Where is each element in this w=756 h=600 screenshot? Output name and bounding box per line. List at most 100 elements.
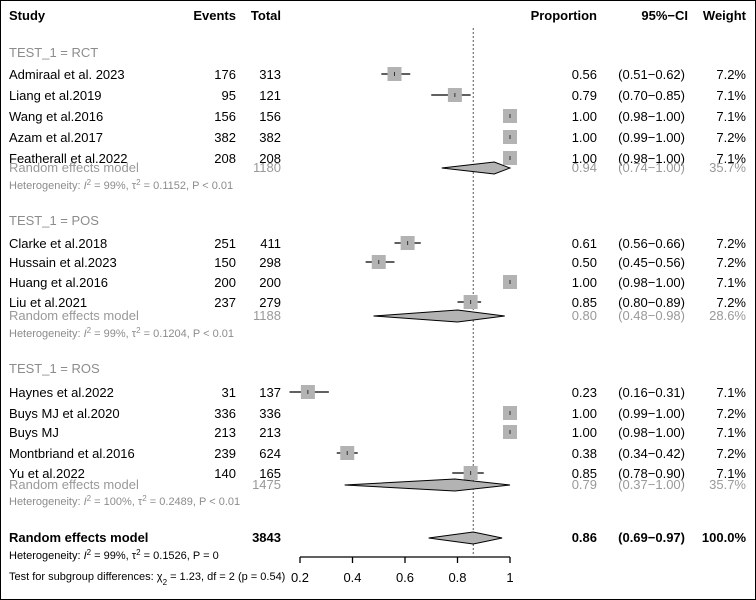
table-text: Study Events Total Proportion 95%−CI Weight TE…: [9, 8, 747, 587]
study-name: Haynes et al.2022: [9, 385, 114, 400]
study-proportion: 1.00: [572, 425, 597, 440]
study-ci: (0.51−0.62): [618, 67, 685, 82]
subgroup-model-weight: 35.7%: [709, 477, 746, 492]
subgroup-model-label: Random effects model: [9, 477, 139, 492]
study-ci: (0.98−1.00): [618, 425, 685, 440]
study-proportion: 1.00: [572, 275, 597, 290]
study-proportion: 0.56: [572, 67, 597, 82]
overall-heterogeneity: Heterogeneity: I2 = 99%, τ2 = 0.1526, P …: [9, 548, 219, 563]
study-ci: (0.99−1.00): [618, 406, 685, 421]
study-total: 208: [259, 151, 281, 166]
study-name: Clarke et al.2018: [9, 236, 107, 251]
study-total: 336: [259, 406, 281, 421]
study-ci: (0.99−1.00): [618, 130, 685, 145]
study-name: Huang et al.2016: [9, 275, 108, 290]
pooled-diamond: [441, 161, 512, 175]
study-total: 200: [259, 275, 281, 290]
study-ci: (0.45−0.56): [618, 255, 685, 270]
subgroup-model-total: 1188: [253, 308, 281, 323]
plot-marks: [289, 67, 517, 545]
subgroup-model-proportion: 0.94: [572, 160, 597, 175]
overall-model-proportion: 0.86: [572, 530, 597, 545]
study-ci: (0.34−0.42): [618, 446, 685, 461]
study-ci: (0.98−1.00): [618, 109, 685, 124]
study-events: 251: [214, 236, 236, 251]
subgroup-test: Test for subgroup differences: χ2 = 1.23…: [9, 571, 285, 587]
study-ci: (0.80−0.89): [618, 295, 685, 310]
subgroup-model-label: Random effects model: [9, 308, 139, 323]
subgroup-model-ci: (0.37−1.00): [618, 477, 685, 492]
study-name: Azam et al.2017: [9, 130, 103, 145]
study-total: 411: [260, 236, 281, 251]
study-total: 382: [259, 130, 281, 145]
study-events: 208: [214, 151, 236, 166]
study-name: Montbriand et al.2016: [9, 446, 135, 461]
pooled-diamond: [428, 531, 503, 545]
study-weight: 7.1%: [716, 275, 746, 290]
study-events: 336: [214, 406, 236, 421]
header-ci: 95%−CI: [641, 8, 688, 23]
study-weight: 7.2%: [716, 236, 746, 251]
overall-model-weight: 100.0%: [702, 530, 747, 545]
study-total: 624: [259, 446, 281, 461]
study-weight: 7.2%: [716, 446, 746, 461]
subgroup-heterogeneity: Heterogeneity: I2 = 100%, τ2 = 0.2489, P…: [9, 494, 240, 509]
study-proportion: 1.00: [572, 151, 597, 166]
study-proportion: 1.00: [572, 109, 597, 124]
subgroup-model-total: 1475: [252, 477, 281, 492]
overall-model-total: 3843: [252, 530, 281, 545]
study-name: Liang et al.2019: [9, 88, 102, 103]
study-total: 137: [259, 385, 281, 400]
study-events: 95: [222, 88, 236, 103]
subgroup-heterogeneity: Heterogeneity: I2 = 99%, τ2 = 0.1204, P …: [9, 326, 234, 341]
study-name: Liu et al.2021: [9, 295, 87, 310]
study-total: 156: [259, 109, 281, 124]
x-tick-label: 0.8: [448, 570, 466, 585]
study-ci: (0.56−0.66): [618, 236, 685, 251]
study-weight: 7.2%: [716, 255, 746, 270]
study-weight: 7.1%: [716, 151, 746, 166]
study-name: Admiraal et al. 2023: [9, 67, 125, 82]
study-total: 121: [259, 88, 281, 103]
pooled-diamond: [373, 309, 505, 323]
group-label: TEST_1 = POS: [9, 213, 99, 228]
study-ci: (0.78−0.90): [618, 466, 685, 481]
overall-model-ci: (0.69−0.97): [618, 530, 685, 545]
study-name: Yu et al.2022: [9, 466, 85, 481]
study-ci: (0.70−0.85): [618, 88, 685, 103]
study-events: 200: [214, 275, 236, 290]
subgroup-model-weight: 35.7%: [709, 160, 746, 175]
x-tick-label: 1: [506, 570, 513, 585]
study-ci: (0.98−1.00): [618, 275, 685, 290]
subgroup-model-proportion: 0.80: [572, 308, 597, 323]
study-total: 279: [259, 295, 281, 310]
study-weight: 7.1%: [716, 425, 746, 440]
study-weight: 7.1%: [716, 88, 746, 103]
study-proportion: 1.00: [572, 130, 597, 145]
study-name: Buys MJ et al.2020: [9, 406, 120, 421]
subgroup-heterogeneity: Heterogeneity: I2 = 99%, τ2 = 0.1152, P …: [9, 178, 233, 193]
study-ci: (0.16−0.31): [618, 385, 685, 400]
subgroup-model-ci: (0.48−0.98): [618, 308, 685, 323]
study-events: 156: [214, 109, 236, 124]
study-ci: (0.98−1.00): [618, 151, 685, 166]
study-events: 239: [214, 446, 236, 461]
study-proportion: 0.79: [572, 88, 597, 103]
x-tick-label: 0.4: [343, 570, 361, 585]
study-weight: 7.2%: [716, 295, 746, 310]
subgroup-model-label: Random effects model: [9, 160, 139, 175]
study-events: 237: [214, 295, 236, 310]
pooled-diamond: [344, 478, 511, 492]
subgroup-model-total: 1180: [253, 160, 281, 175]
study-proportion: 0.23: [572, 385, 597, 400]
study-weight: 7.2%: [716, 67, 746, 82]
header-total: Total: [251, 8, 281, 23]
study-proportion: 1.00: [572, 406, 597, 421]
study-total: 165: [259, 466, 281, 481]
header-proportion: Proportion: [531, 8, 597, 23]
subgroup-model-weight: 28.6%: [709, 308, 746, 323]
study-weight: 7.1%: [716, 109, 746, 124]
study-proportion: 0.85: [572, 466, 597, 481]
subgroup-model-proportion: 0.79: [572, 477, 597, 492]
